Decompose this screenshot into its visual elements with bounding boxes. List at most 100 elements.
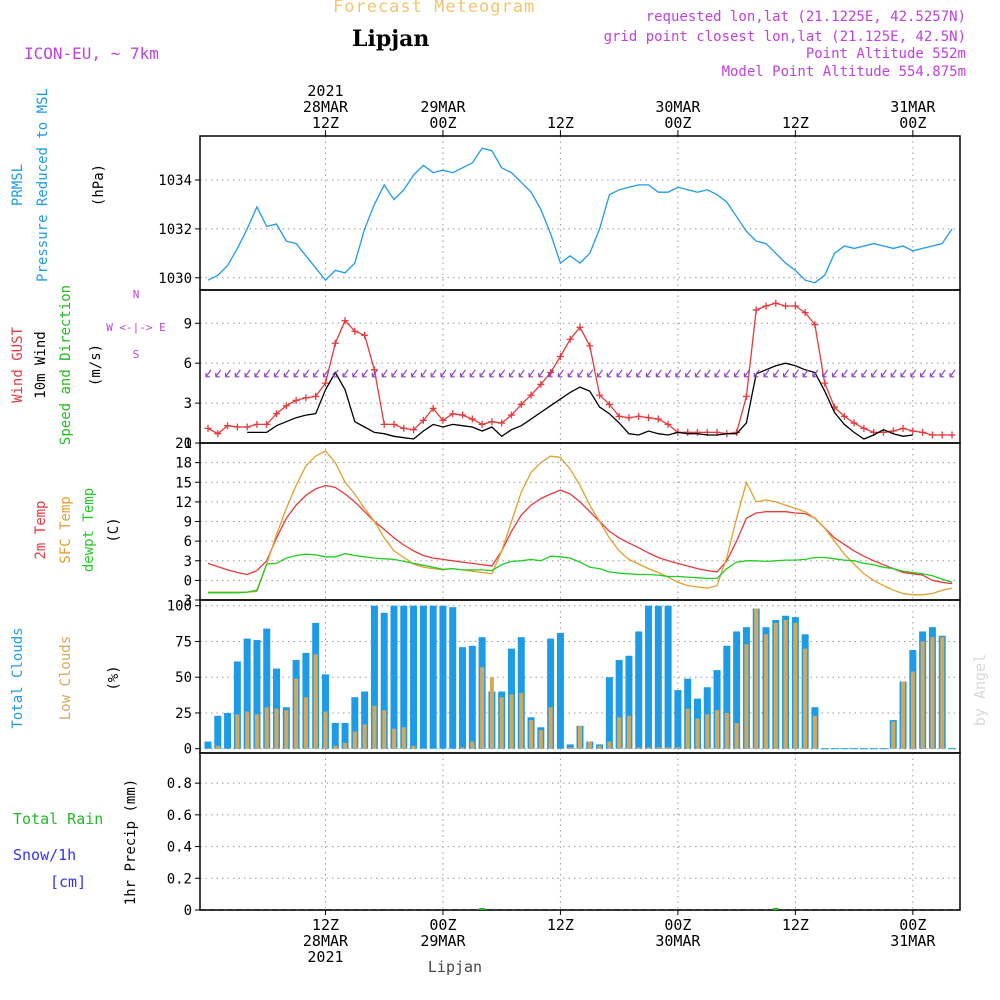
wind-axis-label: 10m Wind xyxy=(33,331,49,398)
total-clouds-bar xyxy=(204,741,212,749)
time-label-top: 28MAR xyxy=(303,98,349,116)
wind-direction-arrow xyxy=(538,369,545,378)
wind-vector-legend-south: S xyxy=(133,348,140,361)
wind-direction-arrow xyxy=(293,369,300,378)
wind-direction-arrow xyxy=(694,369,701,378)
clouds-axis-label: (%) xyxy=(106,665,122,690)
wind-direction-arrow xyxy=(655,369,662,378)
wind-axis-label: (m/s) xyxy=(88,344,104,386)
time-label-bottom: 12Z xyxy=(547,916,574,934)
total-clouds-bar xyxy=(674,690,682,749)
total-clouds-bar xyxy=(713,670,721,749)
wind-gust-marker xyxy=(615,412,623,420)
total-clouds-bar xyxy=(625,655,633,749)
temperature-y-tick-label: 6 xyxy=(184,534,192,550)
wind-direction-arrow xyxy=(596,369,604,378)
wind-direction-arrow xyxy=(714,369,721,378)
wind-direction-arrow xyxy=(851,369,858,378)
wind-gust-marker xyxy=(762,302,770,310)
total-clouds-bar xyxy=(429,605,437,749)
low-clouds-bar xyxy=(274,708,279,749)
wind-direction-arrow xyxy=(371,369,378,378)
low-clouds-bar xyxy=(812,715,817,749)
wind-gust-marker xyxy=(948,431,956,439)
total-clouds-bar xyxy=(723,645,731,749)
temperature-y-tick-label: 18 xyxy=(175,456,192,472)
wind-direction-arrow xyxy=(224,369,232,378)
low-clouds-bar xyxy=(568,747,573,749)
clouds-y-tick-label: 50 xyxy=(175,670,192,686)
wind-gust-marker xyxy=(919,428,927,436)
wind-direction-arrow xyxy=(626,369,633,378)
temp-axis-label: dewpt Temp xyxy=(81,488,97,572)
wind-gust-marker xyxy=(282,402,290,410)
wind-gust-marker xyxy=(664,420,672,428)
wind-gust-marker xyxy=(380,420,388,428)
wind-gust-marker xyxy=(938,431,946,439)
snow-unit-legend: [cm] xyxy=(50,873,86,891)
wind-direction-arrow xyxy=(479,369,486,378)
precip-y-tick-label: 0.8 xyxy=(167,776,192,792)
time-label-top: 00Z xyxy=(899,114,926,132)
wind-direction-arrow xyxy=(910,369,917,378)
low-clouds-bar xyxy=(538,730,543,749)
wind-direction-arrow xyxy=(763,369,770,378)
requested-coords: requested lon,lat (21.1225E, 42.5257N) xyxy=(645,9,966,25)
pressure-axis-label: Pressure Reduced to MSL xyxy=(35,88,51,282)
wind-gust-marker xyxy=(488,418,496,426)
wind-direction-arrow xyxy=(469,369,476,378)
temp-dewpt-line xyxy=(208,552,953,594)
clouds-y-tick-label: 75 xyxy=(175,634,192,650)
wind-gust-marker xyxy=(263,420,271,428)
wind-direction-arrow xyxy=(205,369,212,378)
wind-direction-arrow xyxy=(939,369,946,378)
wind-gust-marker xyxy=(850,419,858,427)
wind-gust-marker xyxy=(390,420,398,428)
low-clouds-bar xyxy=(617,717,622,749)
low-clouds-bar xyxy=(891,721,896,749)
total-clouds-bar xyxy=(361,691,369,749)
wind-gust-marker xyxy=(361,331,369,339)
wind-gust-marker xyxy=(596,391,604,399)
time-label-bottom: 2021 xyxy=(307,948,343,966)
wind-direction-arrow xyxy=(528,369,535,378)
wind-gust-marker xyxy=(292,396,300,404)
wind-gust-marker xyxy=(811,321,819,329)
low-clouds-bar xyxy=(392,728,396,749)
low-clouds-bar xyxy=(734,722,739,749)
precip-y-tick-label: 0 xyxy=(184,903,192,919)
low-clouds-bar xyxy=(587,741,592,749)
wind-vector-legend-north: N xyxy=(133,288,140,301)
low-clouds-bar xyxy=(578,725,582,749)
total-clouds-bar xyxy=(605,677,613,749)
wind-direction-arrow xyxy=(332,369,339,378)
wind-direction-arrow xyxy=(499,369,506,378)
clouds-axis-label: Total Clouds xyxy=(10,627,26,728)
low-clouds-bar xyxy=(343,742,348,749)
total-clouds-bar xyxy=(351,697,359,749)
wind-direction-arrow xyxy=(254,369,261,378)
wind-gust-marker xyxy=(928,431,936,439)
wind-gust-marker xyxy=(331,339,339,347)
low-clouds-bar xyxy=(215,745,220,749)
wind-direction-arrow xyxy=(508,369,515,378)
time-label-top: 2021 xyxy=(307,82,343,100)
time-label-top: 00Z xyxy=(429,114,456,132)
low-clouds-bar xyxy=(597,745,602,749)
wind-y-tick-label: 0 xyxy=(184,436,192,452)
wind-gust-marker xyxy=(321,379,329,387)
wind-gust-marker xyxy=(253,420,261,428)
low-clouds-bar xyxy=(245,711,250,749)
low-clouds-bar xyxy=(607,741,612,749)
wind-gust-marker xyxy=(782,302,790,310)
wind-direction-arrow xyxy=(391,369,398,378)
low-clouds-bar xyxy=(303,697,308,749)
model-point-altitude: Model Point Altitude 554.875m xyxy=(721,64,966,80)
low-clouds-bar xyxy=(372,705,377,749)
wind-gust-marker xyxy=(214,430,222,438)
low-clouds-bar xyxy=(499,697,504,749)
wind-direction-arrow xyxy=(792,369,799,378)
wind-direction-arrow xyxy=(264,369,271,378)
wind-direction-arrow xyxy=(861,369,868,378)
footer-location: Lipjan xyxy=(428,958,482,976)
